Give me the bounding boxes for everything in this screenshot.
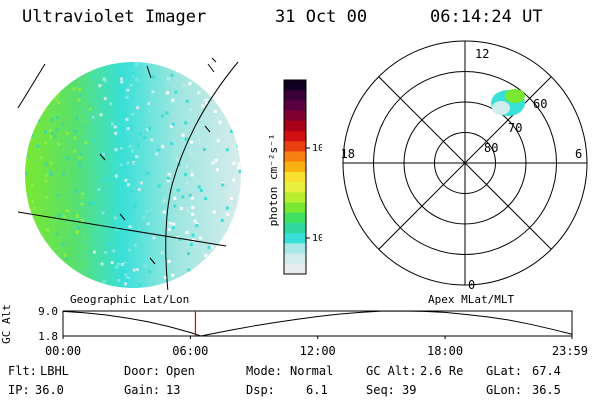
y-tick-label: 9.0 bbox=[38, 305, 58, 318]
map-grid-lines bbox=[17, 57, 239, 290]
colorbar-segment bbox=[284, 171, 306, 183]
colorbar-segment bbox=[284, 202, 306, 214]
lat-label-60: 60 bbox=[533, 97, 547, 111]
gain-value: 13 bbox=[166, 383, 181, 397]
x-tick-label: 12:00 bbox=[300, 344, 336, 358]
colorbar-segment bbox=[284, 212, 306, 224]
gcalt-value: 2.6 Re bbox=[420, 364, 464, 378]
colorbar-label: photon cm⁻²s⁻¹ bbox=[267, 134, 280, 227]
meridian-line bbox=[165, 61, 239, 290]
colorbar-tick-label: 10 bbox=[312, 233, 322, 244]
mode-value: Normal bbox=[290, 364, 334, 378]
x-tick-label: 06:00 bbox=[172, 344, 208, 358]
mlt-label-12: 12 bbox=[475, 47, 489, 61]
colorbar-segment bbox=[284, 253, 306, 265]
colorbar-segment bbox=[284, 80, 306, 91]
instrument-title: Ultraviolet Imager bbox=[22, 7, 207, 27]
colorbar-segment bbox=[284, 263, 306, 275]
y-axis-label: GC Alt bbox=[0, 304, 13, 344]
colorbar-segment bbox=[284, 161, 306, 173]
seq-value: 39 bbox=[402, 383, 417, 397]
gcalt-label: GC Alt: bbox=[366, 364, 417, 378]
ip-value: 36.0 bbox=[35, 383, 64, 397]
ip-label: IP: bbox=[8, 383, 30, 397]
dsp-label: Dsp: bbox=[246, 383, 275, 397]
colorbar-segment bbox=[284, 141, 306, 152]
lat-label-70: 70 bbox=[508, 121, 522, 135]
colorbar-frame bbox=[283, 79, 307, 275]
x-tick-label: 00:00 bbox=[45, 344, 81, 358]
timeline-left-label: Geographic Lat/Lon bbox=[70, 293, 190, 306]
x-tick-label: 18:00 bbox=[427, 344, 463, 358]
seq-label: Seq: bbox=[366, 383, 395, 397]
coastline-fragments bbox=[99, 57, 217, 265]
colorbar-segment bbox=[284, 100, 306, 112]
colorbar-segment bbox=[284, 151, 306, 163]
polar-grid bbox=[342, 40, 588, 286]
altitude-curve bbox=[62, 310, 573, 337]
colorbar-segment bbox=[284, 233, 306, 244]
flt-value: LBHL bbox=[40, 364, 69, 378]
mlt-label-6: 6 bbox=[575, 147, 582, 161]
auroral-oval-patch bbox=[491, 89, 525, 116]
colorbar-tick-label: 100 bbox=[312, 143, 322, 154]
geographic-image bbox=[17, 57, 241, 290]
colorbar-segment bbox=[284, 110, 306, 122]
timeline-chart: 9.0 1.8 GC Alt 00:00 06:00 12:00 18:00 23:59 bbox=[0, 304, 588, 358]
flt-label: Flt: bbox=[8, 364, 37, 378]
mode-label: Mode: bbox=[246, 364, 283, 378]
colorbar-segment bbox=[284, 243, 306, 255]
timeline-frame bbox=[62, 310, 573, 337]
glon-value: 36.5 bbox=[532, 383, 561, 397]
glat-value: 67.4 bbox=[532, 364, 561, 378]
lat-label-80: 80 bbox=[484, 141, 498, 155]
colorbar-segment bbox=[284, 90, 306, 101]
time-label: 06:14:24 UT bbox=[430, 7, 543, 27]
door-value: Open bbox=[166, 364, 195, 378]
mlt-label-0: 0 bbox=[468, 278, 475, 292]
coast-line bbox=[17, 63, 46, 109]
colorbar-segment bbox=[284, 222, 306, 234]
x-tick-label: 23:59 bbox=[552, 344, 588, 358]
colorbar-segment bbox=[284, 182, 306, 193]
latitude-line bbox=[17, 211, 227, 247]
y-tick-label: 1.8 bbox=[38, 330, 58, 343]
timeline-right-label: Apex MLat/MLT bbox=[428, 293, 515, 306]
colorbar-segment bbox=[284, 120, 306, 132]
gain-label: Gain: bbox=[124, 383, 161, 397]
glon-label: GLon: bbox=[486, 383, 523, 397]
colorbar-segment bbox=[284, 192, 306, 204]
colorbar: 100 10 photon cm⁻²s⁻¹ bbox=[267, 79, 322, 275]
date-label: 31 Oct 00 bbox=[275, 7, 368, 27]
mlt-label-18: 18 bbox=[341, 147, 355, 161]
glat-label: GLat: bbox=[486, 364, 523, 378]
colorbar-segment bbox=[284, 131, 306, 142]
dsp-value: 6.1 bbox=[306, 383, 328, 397]
door-label: Door: bbox=[124, 364, 161, 378]
